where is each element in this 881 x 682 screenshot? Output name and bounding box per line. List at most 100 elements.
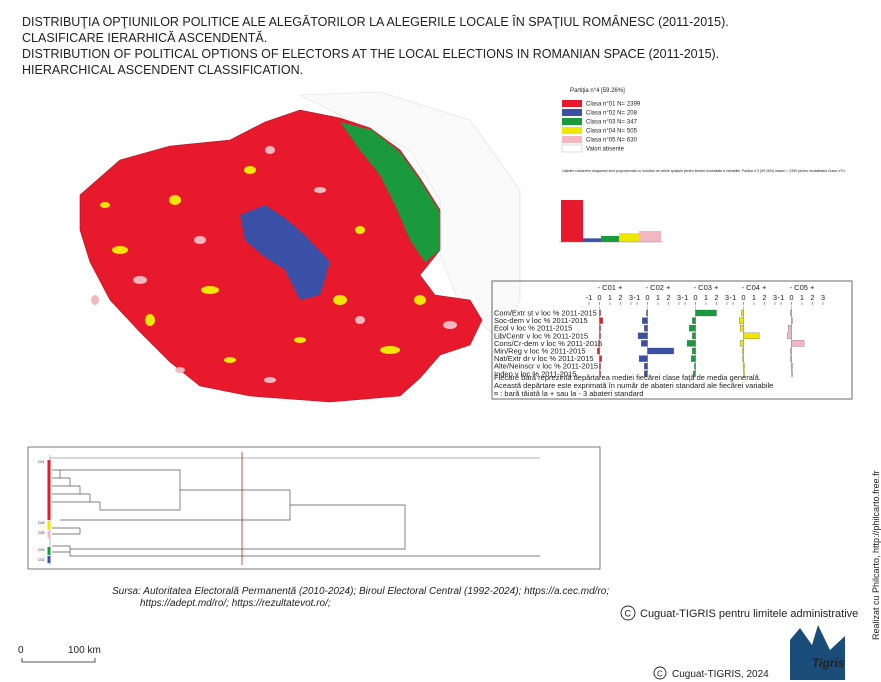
credit-limits: Cuguat-TIGRIS pentru limitele administra… bbox=[640, 608, 858, 620]
legend-class: Clasa n°05 N= bbox=[586, 138, 625, 144]
profile-bar bbox=[790, 309, 792, 317]
dendrogram-labels: C01 C04 C05 C03 C02 bbox=[38, 460, 44, 562]
tick-label: -1 bbox=[634, 293, 641, 302]
profile-bar bbox=[692, 317, 696, 324]
profile-bar bbox=[599, 363, 601, 370]
variable-label: Com/Extr st v loc % 2011-2015 bbox=[494, 309, 597, 318]
tick-label: -1 bbox=[682, 293, 689, 302]
legend-class: Clasa n°03 N= bbox=[586, 120, 625, 126]
scale-label: 100 km bbox=[68, 645, 101, 656]
profile-bar bbox=[689, 325, 696, 332]
histogram-bar bbox=[561, 200, 583, 242]
class-label: C01 bbox=[38, 460, 44, 464]
tick-label: 1 bbox=[752, 293, 756, 302]
title: DISTRIBUŢIA OPŢIUNILOR POLITICE ALE ALEG… bbox=[22, 14, 729, 77]
legend-label: Valori absente bbox=[586, 147, 625, 153]
map bbox=[79, 91, 521, 403]
legend-swatch bbox=[562, 118, 582, 125]
profile-bar bbox=[693, 370, 696, 377]
profile-bar bbox=[741, 309, 744, 317]
tick-label: 2 bbox=[618, 293, 622, 302]
profile-bar bbox=[791, 317, 793, 324]
tick-label: 0 bbox=[693, 293, 697, 302]
tick-label: 3 bbox=[773, 293, 777, 302]
tick-label: 1 bbox=[704, 293, 708, 302]
scale-zero: 0 bbox=[18, 645, 24, 656]
title-line: CLASIFICARE IERARHICĂ ASCENDENTĂ. bbox=[22, 30, 267, 45]
source-line: Sursa: Autoritatea Electorală Permanentă… bbox=[112, 586, 609, 597]
histogram-bar bbox=[639, 230, 661, 242]
tick-label: 1 bbox=[656, 293, 660, 302]
tick-label: 2 bbox=[810, 293, 814, 302]
legend-label: Clasa n°04 N= 505 bbox=[586, 129, 638, 135]
profile-note: ¤ : bară tăiată la + sau la - 3 abateri … bbox=[494, 389, 643, 398]
histogram-bar bbox=[619, 233, 639, 242]
legend-swatch bbox=[562, 100, 582, 107]
variable-label: Alte/Neinscr v loc % 2011-2015 bbox=[494, 362, 598, 371]
class-header: - C02 + bbox=[646, 283, 671, 292]
variable-label: Soc-dem v loc % 2011-2015 bbox=[494, 316, 588, 325]
variable-label: Lib/Centr v loc % 2011-2015 bbox=[494, 331, 588, 340]
profile-bar bbox=[646, 309, 648, 317]
tick-label: 3 bbox=[821, 293, 825, 302]
credit-year: Cuguat-TIGRIS, 2024 bbox=[672, 669, 769, 680]
tick-label: 3 bbox=[629, 293, 633, 302]
profile-bar bbox=[742, 355, 744, 362]
class-header: - C01 + bbox=[598, 283, 623, 292]
logo-shape bbox=[790, 625, 845, 680]
legend-count: 347 bbox=[627, 120, 638, 126]
variable-label: Indep v loc % 2011-2015 bbox=[494, 369, 576, 378]
profile-bar bbox=[791, 340, 805, 347]
profile-bar bbox=[599, 370, 601, 377]
tick-label: 2 bbox=[714, 293, 718, 302]
variable-label: Min/Reg v loc % 2011-2015 bbox=[494, 347, 586, 356]
profile-bar bbox=[599, 309, 601, 317]
class-label: C02 bbox=[38, 558, 44, 562]
profile-bar bbox=[788, 325, 792, 332]
class-label: C04 bbox=[38, 521, 44, 525]
class-header: - C05 + bbox=[790, 283, 815, 292]
legend-label: Clasa n°03 N= 347 bbox=[586, 120, 638, 126]
profile-bar bbox=[597, 347, 600, 355]
source: Sursa: Autoritatea Electorală Permanentă… bbox=[112, 586, 609, 609]
profile-bar bbox=[644, 363, 648, 370]
profile-bar bbox=[791, 370, 793, 377]
credit-software: Realizat cu Philcarto, http://philcarto.… bbox=[871, 470, 881, 640]
histogram-note: Lăţimile coloanelor diagramei sunt propo… bbox=[562, 169, 845, 173]
legend-swatch bbox=[562, 127, 582, 134]
title-line: DISTRIBUŢIA OPŢIUNILOR POLITICE ALE ALEG… bbox=[22, 14, 729, 29]
class-label: C05 bbox=[38, 531, 44, 535]
scale-bar: 0 100 km bbox=[18, 645, 101, 663]
tick-label: 0 bbox=[789, 293, 793, 302]
profile-bar bbox=[637, 332, 648, 339]
class-green bbox=[340, 122, 440, 262]
histogram bbox=[559, 200, 663, 243]
profile-frame bbox=[491, 280, 853, 400]
class-header: - C03 + bbox=[694, 283, 719, 292]
profile-note: Această depărtare este exprimată în numă… bbox=[494, 381, 773, 390]
profile-bar bbox=[740, 340, 744, 347]
profile-bar bbox=[742, 347, 744, 355]
legend-count: 630 bbox=[627, 138, 638, 144]
class-blue bbox=[240, 205, 330, 300]
profile-bar bbox=[599, 355, 602, 362]
variable-label: Nat/Extr dr v loc % 2011-2015 bbox=[494, 354, 594, 363]
profile-bar bbox=[790, 347, 792, 355]
logo: Tigris bbox=[812, 656, 845, 670]
variable-label: Cons/Cr-dem v loc % 2011-2015 bbox=[494, 339, 602, 348]
legend-class: Clasa n°02 N= bbox=[586, 111, 625, 117]
tick-label: -1 bbox=[586, 293, 593, 302]
legend-title: Partiţia n°4 [59.26%] bbox=[570, 88, 625, 94]
profile-bar bbox=[641, 340, 648, 347]
tick-label: 2 bbox=[762, 293, 766, 302]
legend-label: Clasa n°01 N= 2399 bbox=[586, 102, 641, 108]
neighbour-area bbox=[299, 91, 521, 341]
profile-bar bbox=[692, 347, 696, 355]
class-label: C03 bbox=[38, 548, 44, 552]
profile-bar bbox=[644, 325, 648, 332]
tick-label: 3 bbox=[725, 293, 729, 302]
profile-bar bbox=[692, 332, 696, 339]
legend-swatch bbox=[562, 109, 582, 116]
svg-text:C: C bbox=[657, 670, 663, 679]
